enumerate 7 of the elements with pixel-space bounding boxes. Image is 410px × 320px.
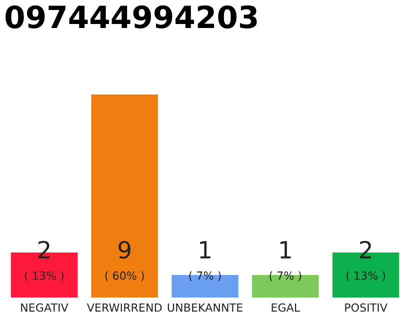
chart-title: 097444994203 <box>6 5 257 28</box>
data-label: 9 ( 60% ) <box>105 240 144 282</box>
x-tick-label: NEGATIV <box>21 303 68 312</box>
x-tick-label: VERWIRREND <box>86 304 162 312</box>
x-tick-label: UNBEKANNTE <box>168 304 242 312</box>
x-tick-label: POSITIV <box>345 303 388 312</box>
x-tick-label: EGAL <box>272 303 300 312</box>
